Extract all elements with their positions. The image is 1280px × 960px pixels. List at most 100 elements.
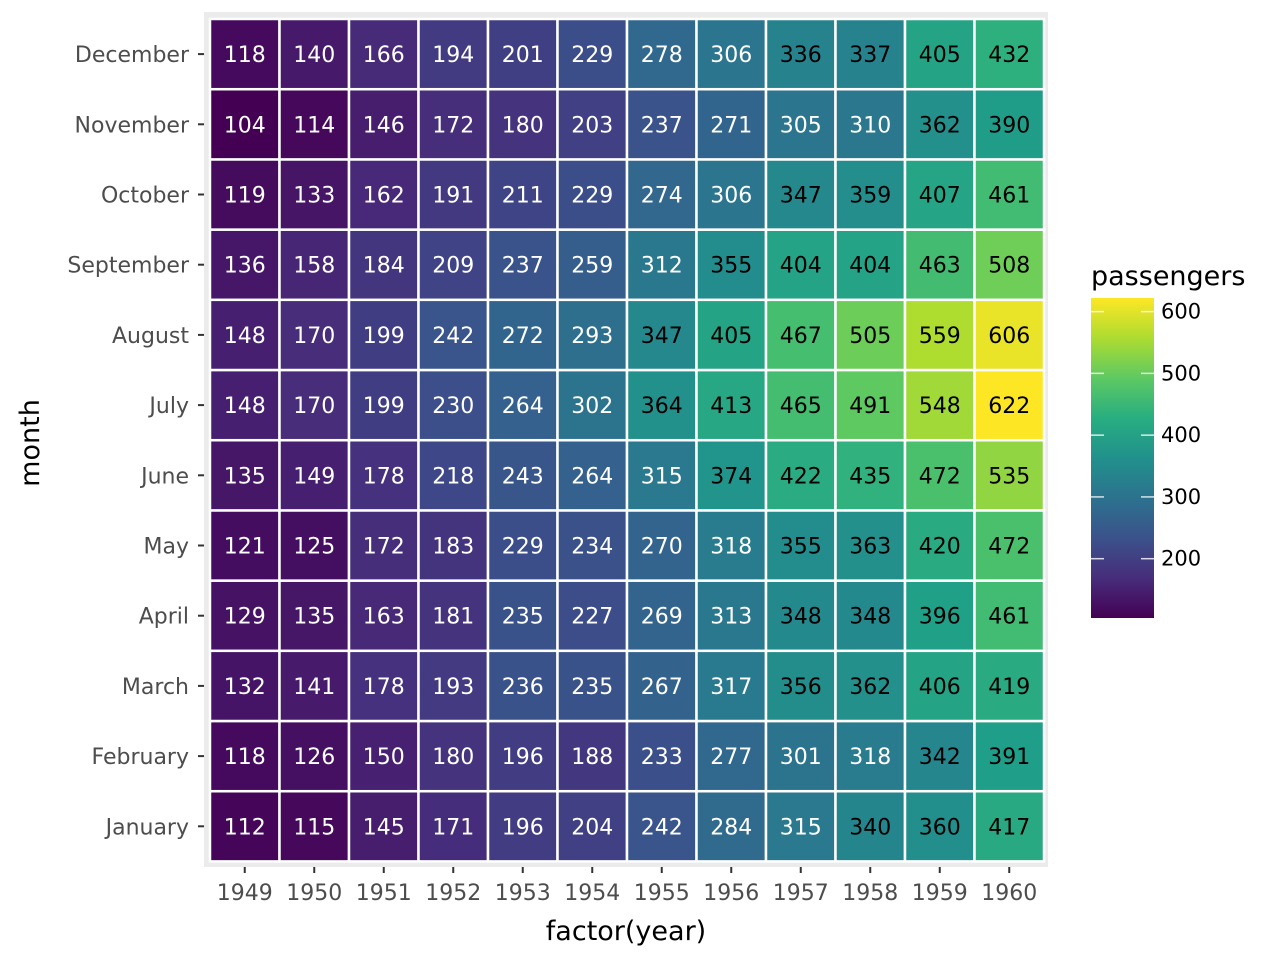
cell-value-label: 277 [710,745,752,770]
y-axis: January February March April May June July Augu… [67,43,204,840]
heatmap-cell [973,298,1046,372]
cell-value-label: 237 [502,254,544,279]
heatmap-cell [695,789,768,863]
heatmap-cell [417,228,490,302]
cell-value-label: 188 [571,745,613,770]
heatmap-cell [903,17,976,91]
x-axis: 1949 1950 1951 1952 1953 1954 1955 1956 1957 1958… [217,867,1037,906]
heatmap-cell [973,17,1046,91]
cell-value-label: 163 [363,605,405,630]
cell-value-label: 269 [641,605,683,630]
cell-value-label: 463 [919,254,961,279]
cell-value-label: 233 [641,745,683,770]
cell-value-label: 180 [502,113,544,138]
cell-value-label: 166 [363,43,405,68]
cell-value-label: 348 [780,605,822,630]
cell-value-label: 360 [919,815,961,840]
cell-value-label: 404 [849,254,891,279]
cell-value-label: 196 [502,815,544,840]
heatmap-cell [973,509,1046,582]
heatmap-cell [695,438,768,512]
cell-value-label: 203 [571,113,613,138]
heatmap-cell [417,509,490,582]
cell-value-label: 136 [224,254,266,279]
cell-value-label: 306 [710,43,752,68]
heatmap-cell [278,509,351,582]
heatmap-cell [973,87,1046,161]
cell-value-label: 149 [293,464,335,489]
cell-value-label: 104 [224,113,266,138]
x-tick-label: 1959 [912,881,968,906]
cell-value-label: 118 [224,43,266,68]
cell-value-label: 271 [710,113,752,138]
cell-value-label: 284 [710,815,752,840]
cell-value-label: 114 [293,113,335,138]
cell-value-label: 472 [919,464,961,489]
cell-value-label: 413 [710,394,752,419]
heatmap-cell [278,649,351,723]
heatmap-cell [625,649,698,723]
colorbar-tick-label: 600 [1161,300,1201,324]
x-tick-label: 1952 [425,881,481,906]
x-tick-label: 1956 [703,881,759,906]
y-tick-label: May [144,535,189,560]
y-tick-label: August [112,324,189,349]
cell-value-label: 302 [571,394,613,419]
x-tick-label: 1951 [356,881,412,906]
cell-value-label: 211 [502,184,544,209]
x-tick-label: 1957 [773,881,829,906]
cell-value-label: 301 [780,745,822,770]
cell-value-label: 199 [363,394,405,419]
cell-value-label: 148 [224,394,266,419]
cell-value-label: 146 [363,113,405,138]
cell-value-label: 237 [641,113,683,138]
heatmap-cell [903,649,976,723]
colorbar-tick-label: 300 [1161,485,1201,509]
cell-value-label: 209 [432,254,474,279]
cell-value-label: 505 [849,324,891,349]
cell-value-label: 242 [641,815,683,840]
heatmap-cell [903,789,976,863]
cell-value-label: 347 [641,324,683,349]
cell-value-label: 417 [988,815,1030,840]
cell-value-label: 267 [641,675,683,700]
cell-value-label: 548 [919,394,961,419]
cell-value-label: 491 [849,394,891,419]
cell-value-label: 312 [641,254,683,279]
cell-value-label: 264 [502,394,544,419]
y-tick-label: September [67,254,190,279]
cell-value-label: 340 [849,815,891,840]
y-tick-label: February [92,745,190,770]
cell-value-label: 132 [224,675,266,700]
heatmap-cell [208,87,281,161]
colorbar-tick-label: 500 [1161,361,1201,385]
cell-value-label: 121 [224,535,266,560]
heatmap-cell [347,438,420,512]
cell-value-label: 172 [432,113,474,138]
cell-value-label: 405 [919,43,961,68]
cell-value-label: 435 [849,464,891,489]
heatmap-cell [973,789,1046,863]
cell-value-label: 172 [363,535,405,560]
heatmap-cell [208,298,281,372]
cell-value-label: 355 [710,254,752,279]
heatmap-cell [556,789,629,863]
cell-value-label: 274 [641,184,683,209]
heatmap-cell [208,579,281,653]
heatmap-cell [278,17,351,91]
cell-value-label: 201 [502,43,544,68]
cell-value-label: 363 [849,535,891,560]
cell-value-label: 342 [919,745,961,770]
colorbar-legend: passengers 200 300 400 500 600 [1091,261,1245,618]
heatmap-cell [278,87,351,161]
y-tick-label: December [75,43,190,68]
heatmap-cell [973,368,1046,442]
cell-value-label: 318 [710,535,752,560]
heatmap-cell [208,438,281,512]
heatmap-cell [625,438,698,512]
heatmap-cell [973,579,1046,653]
cell-value-label: 318 [849,745,891,770]
heatmap-cell [556,368,629,442]
cell-value-label: 259 [571,254,613,279]
